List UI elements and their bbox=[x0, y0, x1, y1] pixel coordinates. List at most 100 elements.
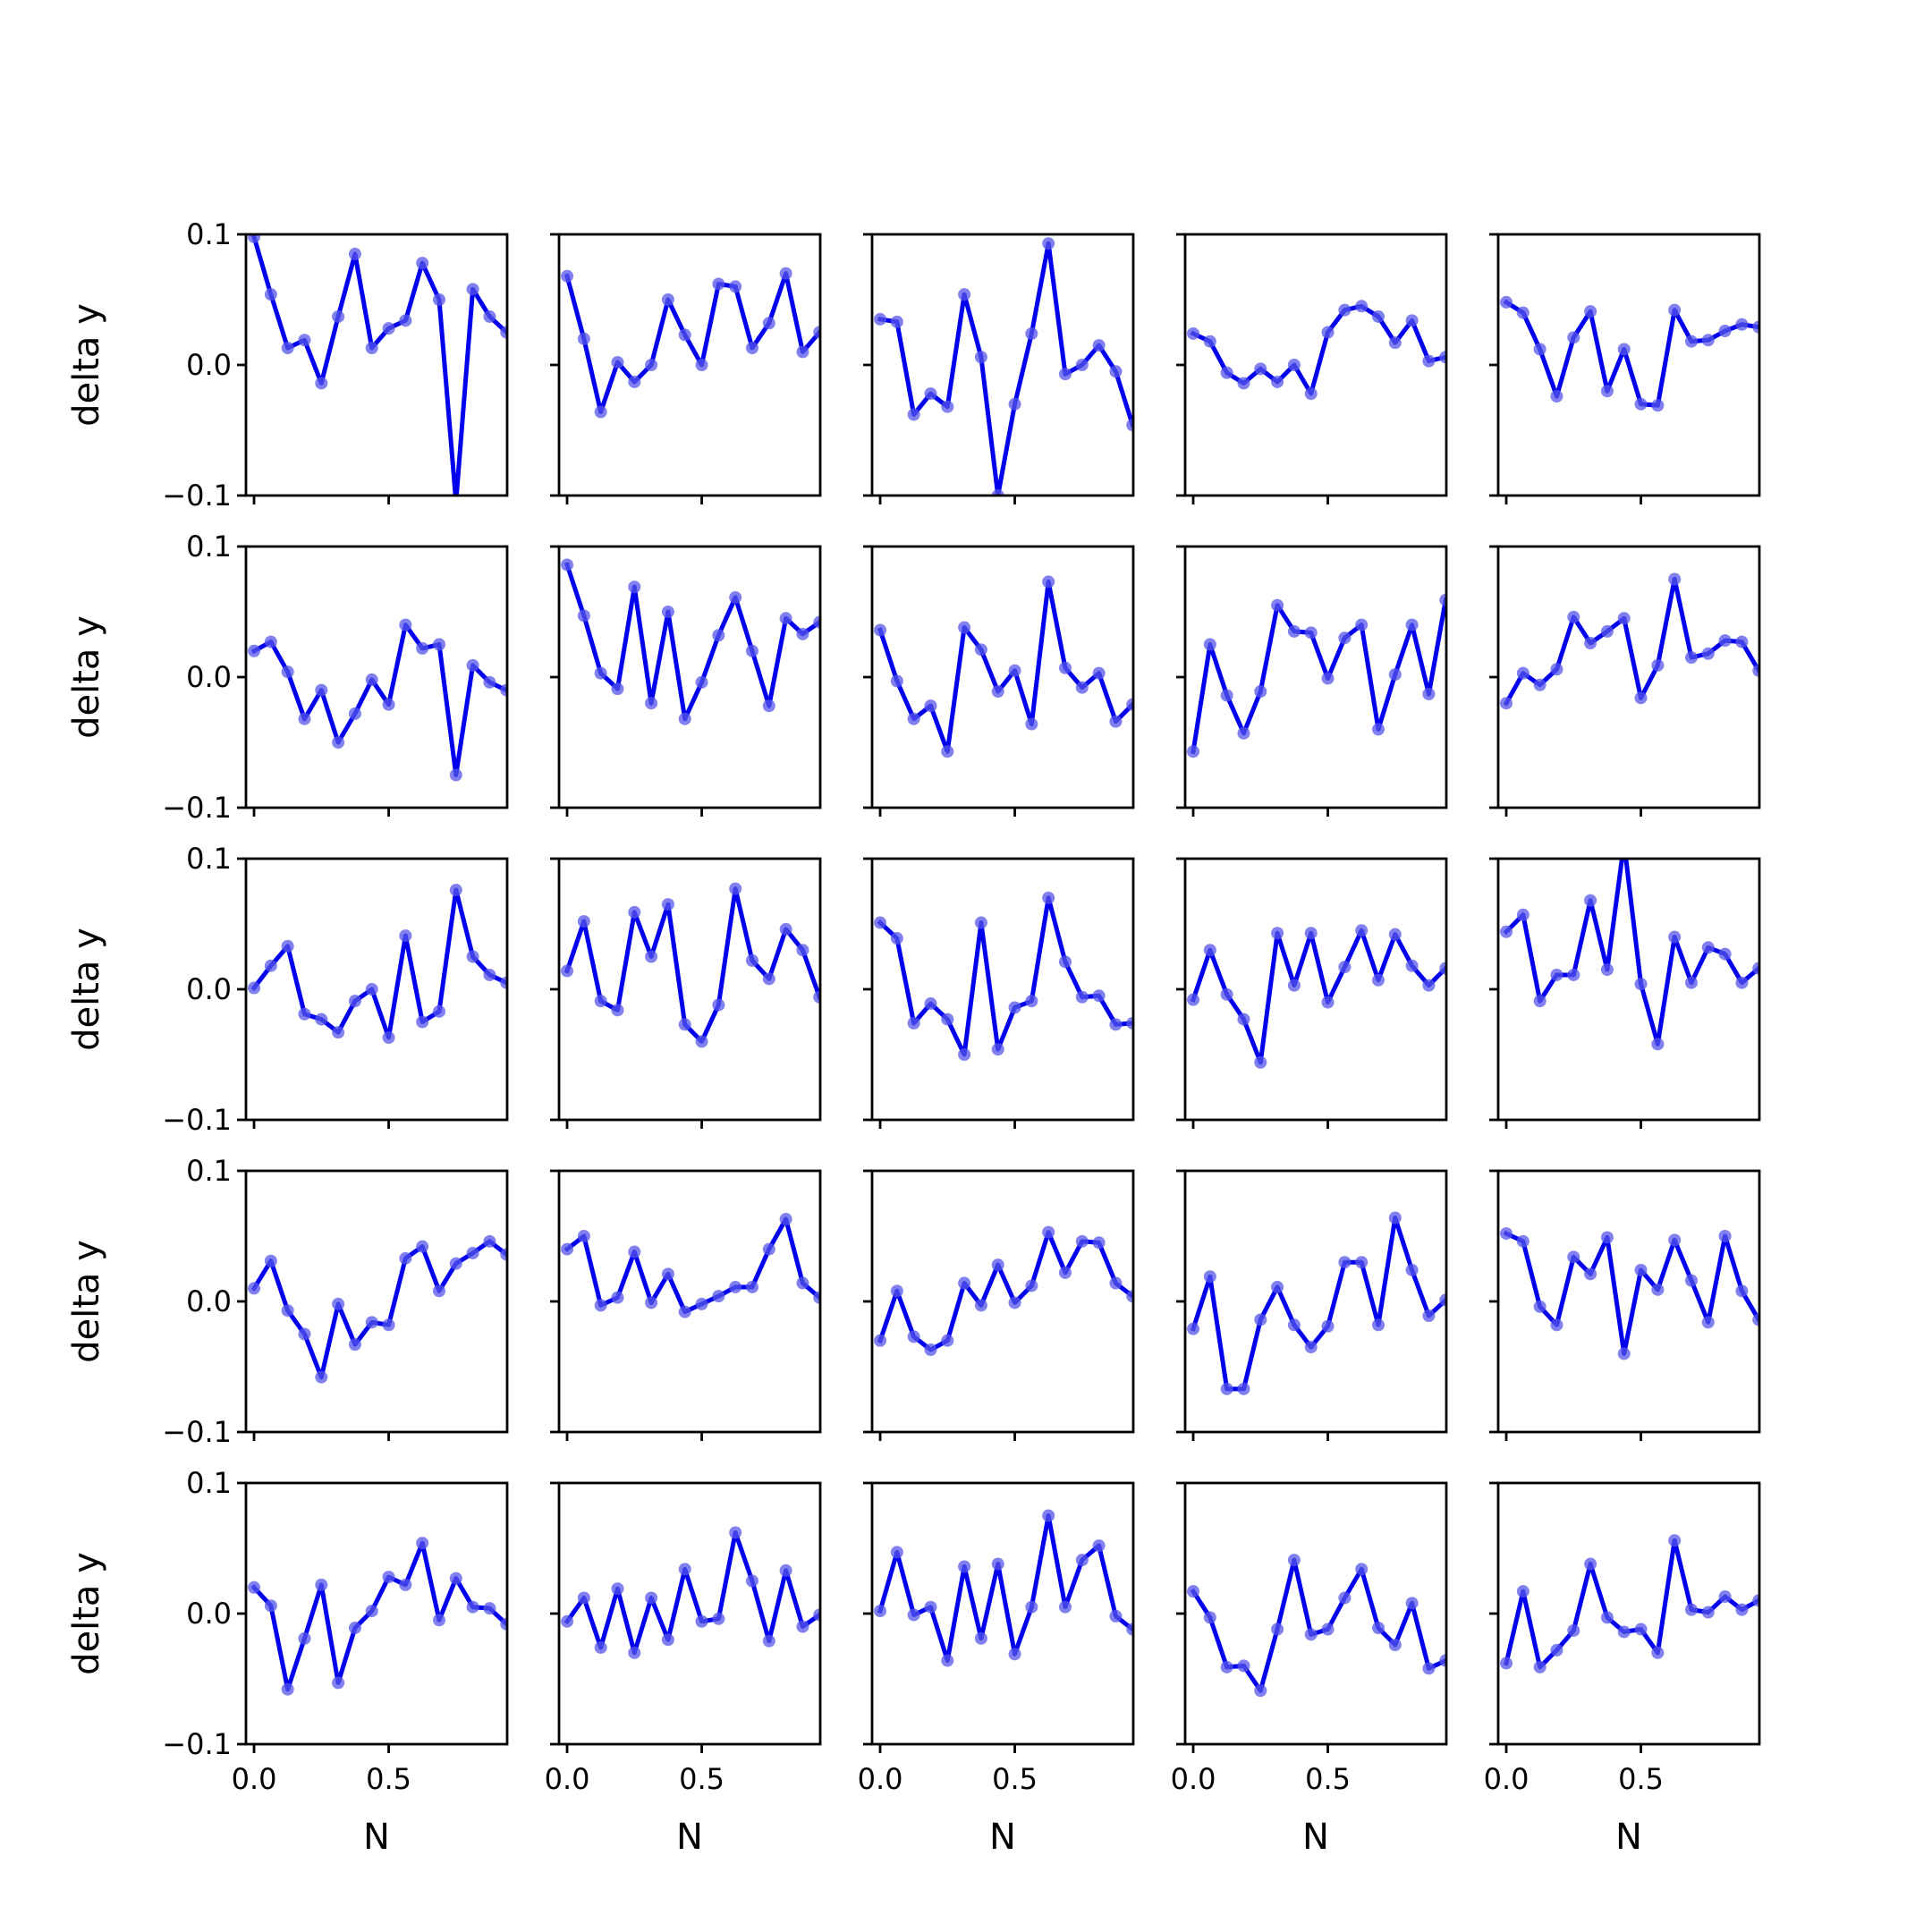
series-line bbox=[1503, 1230, 1759, 1356]
x-tick-label: 0.5 bbox=[679, 1762, 724, 1796]
data-point bbox=[466, 658, 479, 672]
data-point bbox=[1025, 1600, 1038, 1614]
data-point bbox=[1220, 366, 1233, 379]
data-point bbox=[1752, 1313, 1759, 1326]
data-point bbox=[1321, 996, 1335, 1009]
data-point bbox=[1617, 1625, 1631, 1639]
panel-r4-c1: 0.1 0.0 −0.1 delta y bbox=[66, 1154, 509, 1449]
data-point bbox=[941, 1013, 954, 1026]
data-point bbox=[907, 1330, 920, 1343]
data-point bbox=[695, 675, 708, 689]
panel-r5-c4: 0.0 0.5 N bbox=[1171, 1481, 1448, 1858]
plot-area bbox=[248, 884, 507, 1045]
series-line bbox=[877, 895, 1133, 1057]
data-point bbox=[1533, 343, 1546, 356]
data-point bbox=[1500, 925, 1513, 938]
data-point bbox=[348, 1338, 361, 1352]
data-point bbox=[1304, 626, 1318, 640]
data-point bbox=[1684, 335, 1698, 348]
panel-r2-c5 bbox=[1489, 545, 1761, 817]
data-point bbox=[1439, 1654, 1446, 1667]
y-tick-label: 0.1 bbox=[186, 530, 232, 564]
data-point bbox=[712, 1290, 725, 1303]
data-point bbox=[382, 1571, 395, 1584]
data-point bbox=[1405, 618, 1419, 631]
data-point bbox=[1500, 1227, 1513, 1241]
data-point bbox=[1287, 359, 1301, 371]
data-point bbox=[399, 1578, 412, 1591]
data-point bbox=[1752, 320, 1759, 334]
x-tick-label: 0.5 bbox=[1305, 1762, 1351, 1796]
data-point bbox=[315, 683, 328, 697]
data-point bbox=[874, 623, 887, 637]
x-axis-label: N bbox=[1302, 1817, 1329, 1858]
data-point bbox=[1388, 668, 1402, 682]
data-point bbox=[924, 1600, 937, 1614]
data-point bbox=[1287, 979, 1301, 992]
series-line bbox=[1503, 299, 1759, 408]
data-point bbox=[1371, 1622, 1385, 1635]
data-point bbox=[874, 1605, 887, 1618]
data-point bbox=[1405, 1597, 1419, 1610]
y-axis-label: delta y bbox=[66, 1240, 107, 1363]
data-point bbox=[1550, 1318, 1563, 1332]
data-point bbox=[1008, 664, 1021, 677]
y-tick-label: 0.0 bbox=[186, 348, 232, 382]
data-point bbox=[298, 1631, 311, 1645]
data-point bbox=[678, 1305, 691, 1318]
data-point bbox=[1237, 1013, 1250, 1026]
data-point bbox=[1701, 1316, 1715, 1329]
data-point bbox=[1550, 390, 1563, 403]
x-tick-label: 0.5 bbox=[366, 1762, 411, 1796]
data-point bbox=[348, 707, 361, 720]
plot-area bbox=[1187, 300, 1446, 401]
data-point bbox=[1500, 295, 1513, 309]
data-point bbox=[466, 950, 479, 963]
data-point bbox=[382, 322, 395, 335]
data-point bbox=[594, 995, 607, 1008]
plot-area bbox=[1187, 924, 1446, 1069]
data-point bbox=[466, 283, 479, 296]
plot-area bbox=[561, 1213, 820, 1318]
y-tick-label: −0.1 bbox=[162, 1103, 232, 1137]
data-point bbox=[594, 405, 607, 419]
data-point bbox=[1684, 1603, 1698, 1616]
data-point bbox=[281, 665, 294, 679]
panel-r4-c5 bbox=[1489, 1169, 1761, 1441]
data-point bbox=[1304, 1628, 1318, 1641]
data-point bbox=[745, 1574, 758, 1588]
plot-area bbox=[1500, 1534, 1759, 1674]
data-point bbox=[561, 1242, 574, 1256]
panel-r4-c3 bbox=[863, 1169, 1135, 1441]
data-point bbox=[594, 1640, 607, 1654]
data-point bbox=[661, 898, 674, 911]
data-point bbox=[1321, 672, 1335, 685]
data-point bbox=[1735, 1284, 1749, 1298]
data-point bbox=[416, 257, 429, 270]
x-tick-label: 0.0 bbox=[545, 1762, 590, 1796]
series-line bbox=[877, 579, 1133, 754]
data-point bbox=[298, 712, 311, 725]
panel-r1-c2 bbox=[550, 233, 822, 504]
data-point bbox=[1422, 687, 1436, 700]
data-point bbox=[1388, 928, 1402, 941]
data-point bbox=[645, 697, 658, 710]
data-point bbox=[991, 685, 1004, 699]
data-point bbox=[1287, 624, 1301, 638]
data-point bbox=[1388, 336, 1402, 350]
data-point bbox=[1516, 1234, 1530, 1248]
data-point bbox=[712, 998, 725, 1012]
data-point bbox=[1254, 1313, 1267, 1326]
y-axis-label: delta y bbox=[66, 615, 107, 739]
data-point bbox=[1500, 1657, 1513, 1670]
data-point bbox=[315, 377, 328, 390]
data-point bbox=[1092, 666, 1106, 680]
data-point bbox=[1203, 944, 1216, 957]
data-point bbox=[483, 675, 496, 689]
data-point bbox=[729, 280, 742, 293]
data-point bbox=[974, 351, 987, 364]
plot-area bbox=[874, 1509, 1133, 1667]
plot-area bbox=[248, 1234, 507, 1384]
data-point bbox=[298, 1327, 311, 1341]
